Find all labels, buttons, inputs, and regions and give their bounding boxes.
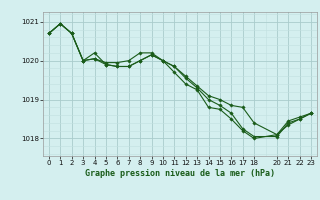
X-axis label: Graphe pression niveau de la mer (hPa): Graphe pression niveau de la mer (hPa) <box>85 169 275 178</box>
